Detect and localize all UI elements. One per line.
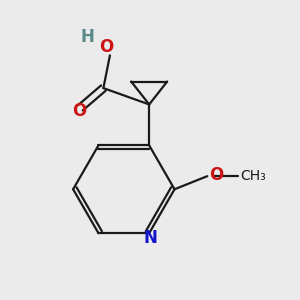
Text: O: O — [100, 38, 114, 56]
Text: CH₃: CH₃ — [240, 169, 266, 183]
Text: H: H — [80, 28, 94, 46]
Text: O: O — [209, 166, 223, 184]
Text: O: O — [72, 102, 86, 120]
Text: N: N — [144, 229, 158, 247]
